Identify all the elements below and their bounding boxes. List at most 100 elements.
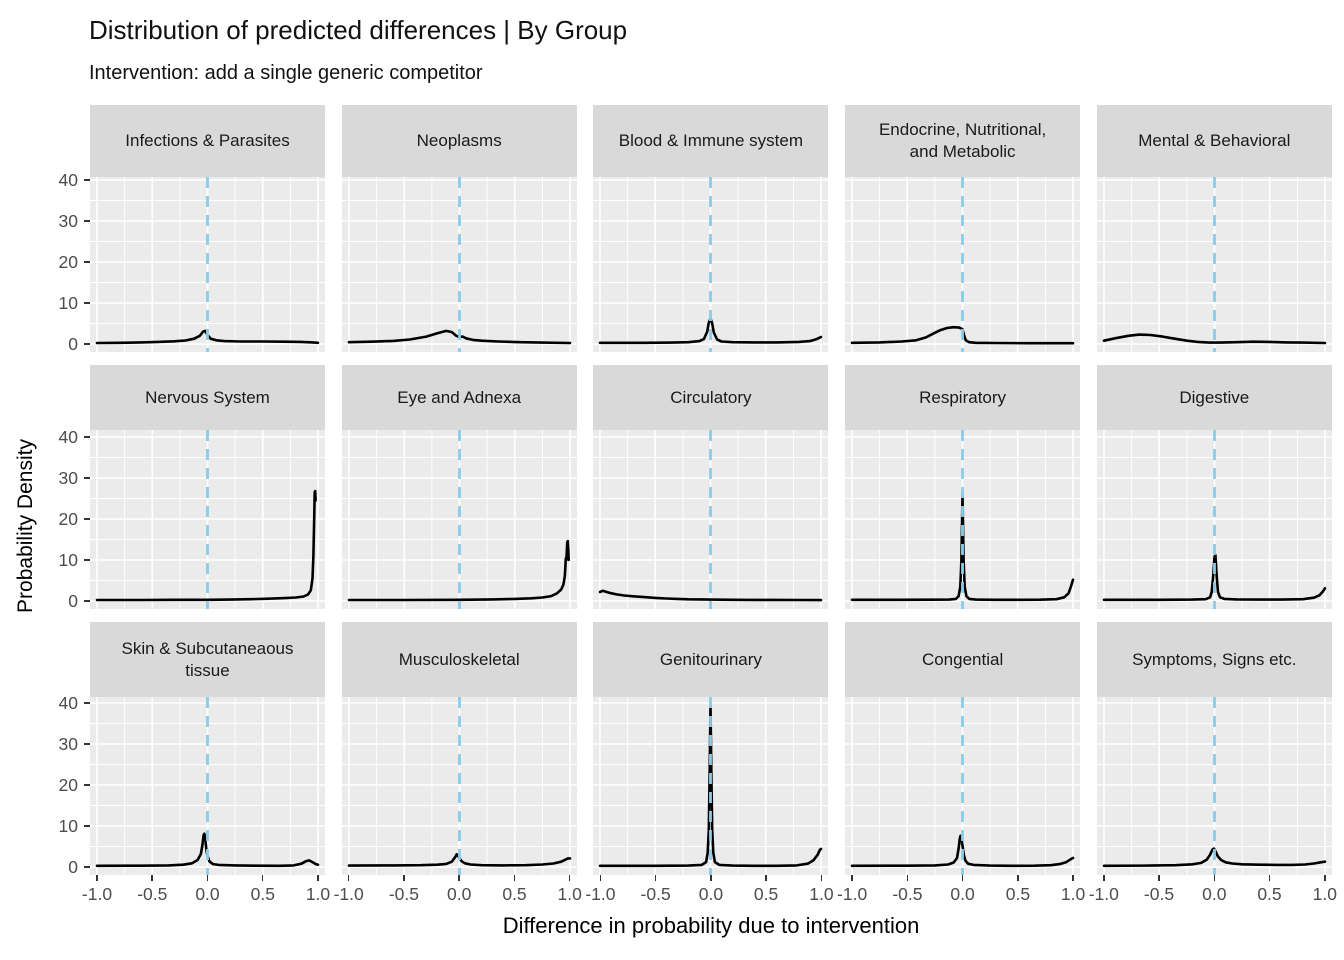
y-axis-tick xyxy=(84,302,90,304)
y-axis-tick xyxy=(84,559,90,561)
density-plot-svg xyxy=(90,697,325,875)
facet-strip: Symptoms, Signs etc. xyxy=(1096,622,1332,697)
y-tick-label: 30 xyxy=(58,734,78,754)
y-tick-label: 20 xyxy=(58,509,78,529)
x-axis-tick xyxy=(765,875,767,881)
x-axis-tick xyxy=(1017,875,1019,881)
density-plot-svg xyxy=(845,177,1081,352)
y-tick-label: 10 xyxy=(58,293,78,313)
facet-strip: Eye and Adnexa xyxy=(341,365,577,430)
y-axis-tick xyxy=(84,825,90,827)
x-axis-tick xyxy=(347,875,350,881)
density-plot-svg xyxy=(90,430,325,609)
y-axis-tick xyxy=(84,477,90,479)
y-tick-label: 30 xyxy=(58,211,78,231)
facet-strip-label: Respiratory xyxy=(919,387,1007,407)
x-tick-label: 0.5 xyxy=(753,884,779,904)
density-curve xyxy=(850,325,1075,345)
x-axis-tick xyxy=(403,875,405,881)
x-axis-tick xyxy=(1072,875,1074,881)
facet-strip-label: Mental & Behavioral xyxy=(1138,131,1291,150)
facet-strip-label: Eye and Adnexa xyxy=(397,387,522,407)
facet-strip-label: Symptoms, Signs etc. xyxy=(1132,649,1297,669)
density-plot-svg xyxy=(341,697,577,875)
facet-strip: Respiratory xyxy=(845,365,1081,430)
facet-strip-label: Neoplasms xyxy=(416,131,502,150)
y-axis-tick xyxy=(84,220,90,222)
facet-strip: Digestive xyxy=(1096,365,1332,430)
facet-strip-label: Infections & Parasites xyxy=(125,131,290,150)
x-tick-label: -0.5 xyxy=(640,884,671,904)
x-tick-label: -1.0 xyxy=(81,884,113,904)
y-tick-label: 40 xyxy=(58,693,78,713)
facet-strip-label: Skin & Subcutaneaous tissue xyxy=(121,638,294,680)
density-plot-svg xyxy=(845,430,1081,609)
x-axis-tick xyxy=(96,875,98,881)
x-axis-tick xyxy=(568,875,571,881)
y-axis-tick xyxy=(84,702,90,704)
density-panel xyxy=(90,697,325,875)
density-panel xyxy=(845,177,1081,352)
x-axis-tick xyxy=(1103,875,1105,881)
x-tick-label: -0.5 xyxy=(388,884,419,904)
density-panel xyxy=(341,697,577,875)
x-axis-tick xyxy=(151,875,153,881)
facet-strip-label: Blood & Immune system xyxy=(618,131,804,150)
facet-strip-label: Digestive xyxy=(1179,387,1250,407)
density-curve xyxy=(95,489,317,602)
x-tick-label: -0.5 xyxy=(1143,884,1175,904)
y-axis-tick xyxy=(84,436,90,438)
y-axis-tick xyxy=(84,179,90,181)
x-axis-title: Difference in probability due to interve… xyxy=(502,913,920,938)
facet-strip: Nervous System xyxy=(90,365,325,430)
density-curve xyxy=(1102,333,1327,345)
facet-strip-label: Congential xyxy=(921,649,1004,669)
y-tick-label: 10 xyxy=(58,816,78,836)
y-tick-label: 0 xyxy=(68,334,78,354)
density-panel xyxy=(593,177,829,352)
x-tick-label: -1.0 xyxy=(1088,884,1119,904)
density-curve xyxy=(850,493,1075,602)
x-tick-label: 0.0 xyxy=(950,884,975,904)
density-plot-svg xyxy=(90,177,325,352)
x-tick-label: 1.0 xyxy=(1312,884,1337,904)
plot-subtitle: Intervention: add a single generic compe… xyxy=(89,62,483,84)
x-tick-label: 0.0 xyxy=(698,884,724,904)
x-tick-label: 1.0 xyxy=(809,884,834,904)
density-curve xyxy=(1102,553,1327,602)
x-axis-tick xyxy=(1158,875,1160,881)
facet-strip-label: Circulatory xyxy=(670,387,752,407)
density-plot-svg xyxy=(1096,177,1332,352)
x-tick-label: 0.0 xyxy=(195,884,220,904)
y-tick-label: 0 xyxy=(68,591,78,611)
x-tick-label: -1.0 xyxy=(333,884,364,904)
facet-strip: Mental & Behavioral xyxy=(1096,105,1332,177)
density-curve xyxy=(347,539,570,602)
density-panel xyxy=(845,697,1081,875)
facet-strip: Endocrine, Nutritional, and Metabolic xyxy=(845,105,1081,177)
density-panel xyxy=(90,430,325,609)
x-tick-label: -1.0 xyxy=(837,884,868,904)
x-tick-label: 0.5 xyxy=(502,884,527,904)
x-axis-tick xyxy=(513,875,516,881)
x-tick-label: 0.0 xyxy=(447,884,472,904)
density-plot-svg xyxy=(341,177,577,352)
density-panel xyxy=(593,697,829,875)
density-panel xyxy=(593,430,829,609)
density-plot-svg xyxy=(593,697,829,875)
facet-strip: Skin & Subcutaneaous tissue xyxy=(90,622,325,697)
facet-strip-label: Genitourinary xyxy=(659,649,762,669)
facet-strip: Musculoskeletal xyxy=(341,622,577,697)
x-tick-label: 0.5 xyxy=(1257,884,1282,904)
x-axis-tick xyxy=(906,875,909,881)
y-axis-tick xyxy=(84,743,90,745)
facet-strip: Neoplasms xyxy=(341,105,577,177)
facet-strip: Blood & Immune system xyxy=(593,105,829,177)
density-plot-svg xyxy=(1096,697,1332,875)
x-axis-tick xyxy=(261,875,264,881)
y-tick-label: 40 xyxy=(58,170,78,190)
x-axis-tick xyxy=(1268,875,1271,881)
x-tick-label: 1.0 xyxy=(557,884,582,904)
density-curve xyxy=(599,317,823,345)
x-axis-tick xyxy=(654,875,657,881)
